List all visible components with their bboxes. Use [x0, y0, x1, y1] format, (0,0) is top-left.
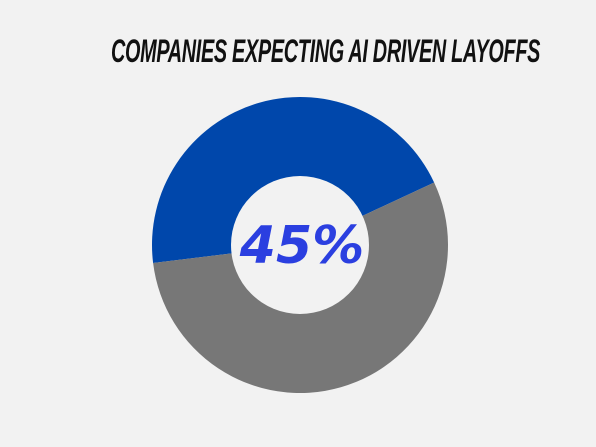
- center-percentage-label: 45%: [239, 216, 364, 276]
- chart-title: COMPANIES EXPECTING AI DRIVEN LAYOFFS: [110, 33, 541, 69]
- donut-hole: [231, 176, 369, 314]
